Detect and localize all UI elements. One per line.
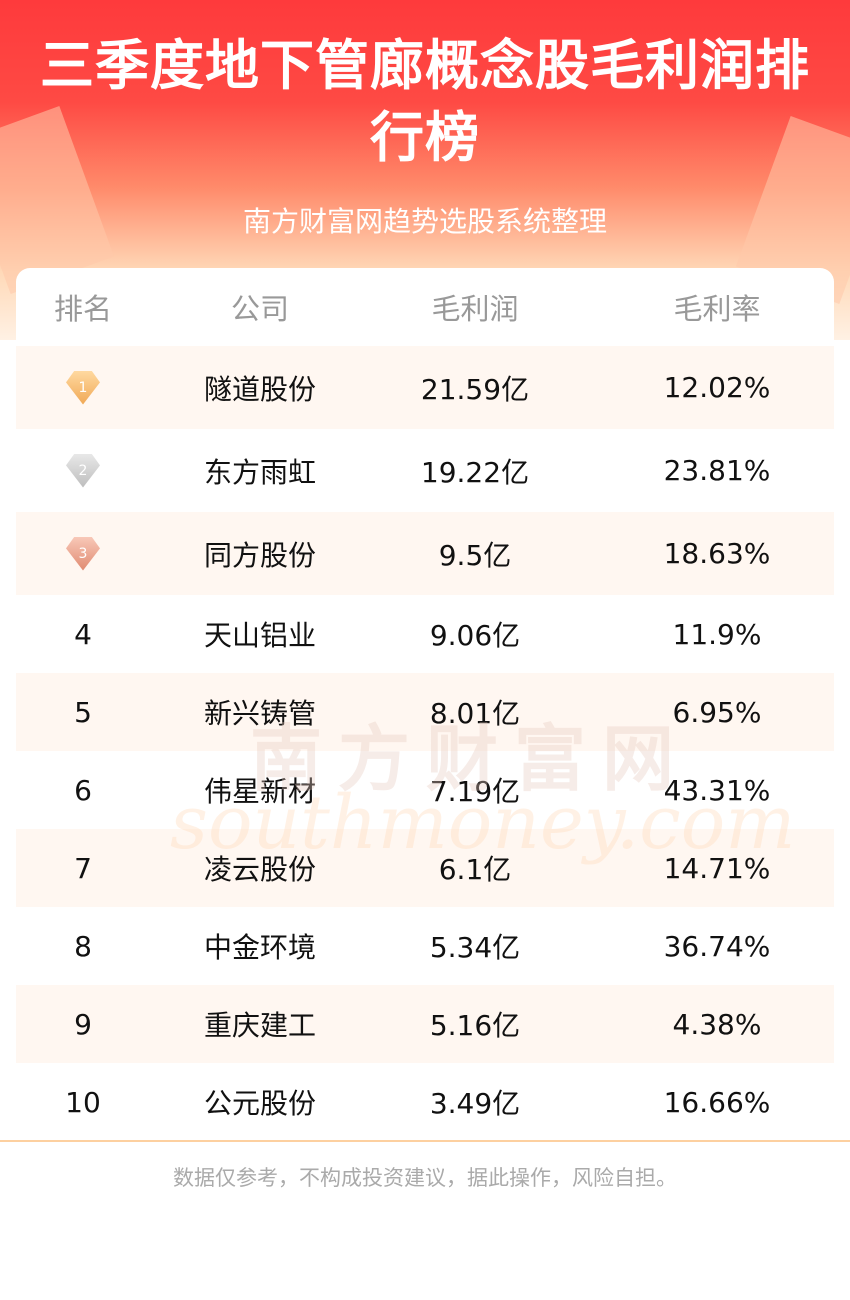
medal-gold-icon: 1	[66, 370, 100, 405]
rank-cell: 6	[16, 774, 150, 807]
rank: 5	[74, 695, 92, 729]
company-cell: 东方雨虹	[203, 455, 316, 489]
profit-cell: 3.49亿	[429, 1087, 521, 1120]
margin-cell: 4.38%	[672, 1007, 762, 1041]
profit-cell: 5.34亿	[429, 931, 521, 964]
rank-cell: 8	[16, 930, 150, 963]
company-cell: 隧道股份	[203, 372, 316, 406]
margin-cell: 36.74%	[663, 929, 771, 963]
col-profit: 毛利润	[431, 292, 519, 326]
table-row: 7 凌云股份 6.1亿 14.71%	[16, 829, 834, 907]
col-company: 公司	[230, 292, 289, 326]
table-row: 6 伟星新材 7.19亿 43.31%	[16, 751, 834, 829]
profit-cell: 9.06亿	[429, 619, 521, 652]
rank: 8	[74, 929, 92, 963]
rank-cell: 9	[16, 1008, 150, 1041]
profit-cell: 21.59亿	[420, 372, 530, 406]
table-row: 2 东方雨虹 19.22亿 23.81%	[16, 429, 834, 512]
rank: 7	[74, 851, 92, 885]
margin-cell: 43.31%	[663, 773, 771, 807]
medal-silver-icon: 2	[66, 453, 100, 488]
rank-cell: 7	[16, 852, 150, 885]
profit-cell: 6.1亿	[438, 853, 512, 886]
medal-bronze-icon: 3	[66, 536, 100, 571]
margin-cell: 16.66%	[663, 1085, 771, 1119]
profit-cell: 7.19亿	[429, 775, 521, 808]
company-cell: 凌云股份	[203, 853, 316, 886]
rank-cell: 3	[16, 536, 150, 571]
company-cell: 中金环境	[203, 931, 316, 964]
rank: 10	[65, 1085, 101, 1119]
profit-cell: 9.5亿	[438, 538, 512, 572]
ranking-table: 排名 公司 毛利润 毛利率 1 隧道股份 21.59亿 12.02% 2 东方雨虹…	[16, 268, 834, 1140]
rank-cell: 10	[16, 1086, 150, 1119]
divider	[0, 1140, 850, 1142]
table-row: 5 新兴铸管 8.01亿 6.95%	[16, 673, 834, 751]
disclaimer: 数据仅参考，不构成投资建议，据此操作，风险自担。	[173, 1166, 677, 1190]
margin-cell: 6.95%	[672, 695, 762, 729]
profit-cell: 5.16亿	[429, 1009, 521, 1042]
table-row: 8 中金环境 5.34亿 36.74%	[16, 907, 834, 985]
company-cell: 天山铝业	[203, 619, 316, 652]
company-cell: 重庆建工	[203, 1009, 316, 1042]
rank-cell: 5	[16, 696, 150, 729]
margin-cell: 18.63%	[663, 537, 771, 570]
table-row: 1 隧道股份 21.59亿 12.02%	[16, 346, 834, 429]
table-row: 3 同方股份 9.5亿 18.63%	[16, 512, 834, 595]
rank: 6	[74, 773, 92, 807]
margin-cell: 23.81%	[663, 454, 771, 487]
table-header: 排名 公司 毛利润 毛利率	[16, 268, 834, 346]
table-row: 4 天山铝业 9.06亿 11.9%	[16, 595, 834, 673]
col-rank: 排名	[53, 292, 112, 326]
table-row: 9 重庆建工 5.16亿 4.38%	[16, 985, 834, 1063]
company-cell: 公元股份	[203, 1087, 316, 1120]
margin-cell: 11.9%	[672, 617, 762, 651]
rank-cell: 1	[16, 370, 150, 405]
company-cell: 伟星新材	[203, 775, 316, 808]
profit-cell: 19.22亿	[420, 455, 530, 489]
page-title: 三季度地下管廊概念股毛利润排行榜	[40, 34, 810, 169]
margin-cell: 14.71%	[663, 851, 771, 885]
company-cell: 同方股份	[203, 538, 316, 572]
col-margin: 毛利率	[673, 292, 761, 326]
rank: 4	[74, 617, 92, 651]
rank-cell: 2	[16, 453, 150, 488]
page-subtitle: 南方财富网趋势选股系统整理	[242, 205, 607, 238]
rank-cell: 4	[16, 618, 150, 651]
margin-cell: 12.02%	[663, 371, 771, 404]
profit-cell: 8.01亿	[429, 697, 521, 730]
company-cell: 新兴铸管	[203, 697, 316, 730]
rank: 9	[74, 1007, 92, 1041]
table-row: 10 公元股份 3.49亿 16.66%	[16, 1063, 834, 1141]
